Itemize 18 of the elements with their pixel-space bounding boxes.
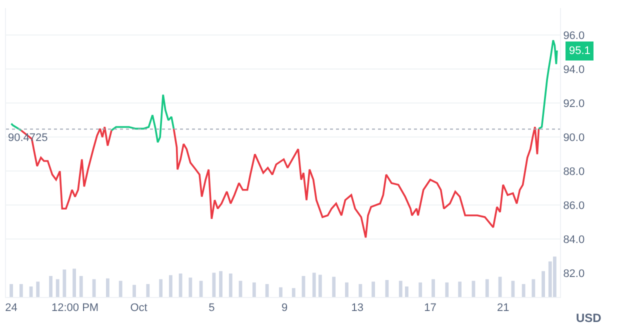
x-tick-label: 13 xyxy=(351,302,364,314)
y-tick-label: 82.0 xyxy=(563,268,585,280)
y-tick-label: 90.0 xyxy=(563,132,585,144)
x-tick-label: 12:00 PM xyxy=(52,302,99,314)
x-tick-label: 5 xyxy=(208,302,215,314)
y-tick-label: 86.0 xyxy=(563,200,585,212)
x-tick-label: 17 xyxy=(424,302,436,314)
x-tick-label: Oct xyxy=(130,302,148,314)
x-tick-label: 24 xyxy=(5,302,18,314)
y-axis-title: USD xyxy=(576,311,602,325)
annotation: 95.1 xyxy=(569,45,590,57)
x-tick-label: 9 xyxy=(281,302,288,314)
x-tick-label: 21 xyxy=(496,302,510,314)
y-tick-label: 94.0 xyxy=(563,64,585,76)
y-tick-label: 84.0 xyxy=(563,234,585,246)
y-tick-label: 88.0 xyxy=(563,166,585,178)
y-tick-label: 96.0 xyxy=(563,30,585,42)
y-tick-label: 92.0 xyxy=(563,98,585,110)
